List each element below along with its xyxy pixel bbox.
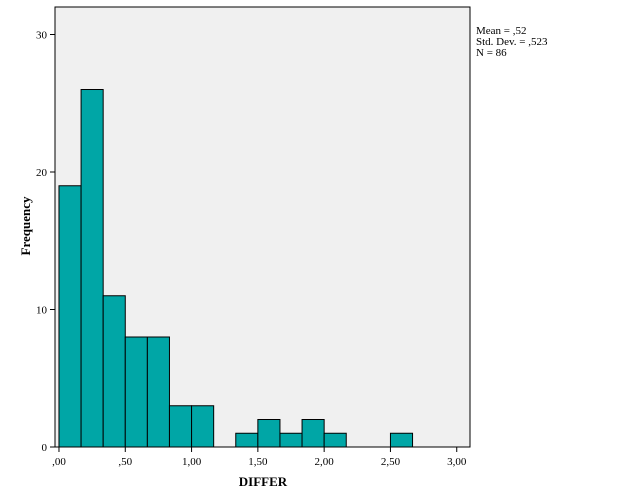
stat-std-dev: Std. Dev. = ,523 <box>476 36 548 48</box>
y-tick-label-3: 30 <box>36 30 48 42</box>
histogram-bar-2 <box>102 295 126 448</box>
stat-n: N = 86 <box>476 47 507 59</box>
histogram-bar-9 <box>257 419 281 448</box>
x-axis-title: DIFFER <box>239 474 288 489</box>
histogram-bar-5 <box>168 405 193 448</box>
x-tick-label-3: 1,50 <box>248 456 268 468</box>
histogram-bar-12 <box>323 432 347 448</box>
y-axis-title: Frequency <box>18 196 33 255</box>
histogram-bar-6 <box>191 405 215 448</box>
x-tick-label-6: 3,00 <box>447 456 467 468</box>
x-tick-label-2: 1,00 <box>182 456 202 468</box>
y-tick-label-0: 0 <box>42 442 48 454</box>
bars-group <box>58 89 414 448</box>
histogram-bar-0 <box>58 185 82 448</box>
histogram-bar-8 <box>235 432 259 448</box>
stat-mean: Mean = ,52 <box>476 25 527 37</box>
x-tick-label-4: 2,00 <box>315 456 335 468</box>
histogram-bar-10 <box>279 432 303 448</box>
x-tick-label-5: 2,50 <box>381 456 401 468</box>
axes-group: 0 10 20 30 ,00 ,50 1,00 1,50 2,00 2,50 3,00 <box>36 30 467 469</box>
summary-stats: Mean = ,52 Std. Dev. = ,523 N = 86 <box>476 25 548 59</box>
histogram-bar-11 <box>301 419 325 448</box>
y-tick-label-2: 20 <box>36 167 48 179</box>
histogram-bar-3 <box>124 336 148 448</box>
y-tick-label-1: 10 <box>36 305 48 317</box>
x-tick-label-1: ,50 <box>118 456 132 468</box>
x-tick-label-0: ,00 <box>52 456 66 468</box>
histogram-bar-15 <box>389 432 414 448</box>
histogram-bar-1 <box>80 89 104 448</box>
histogram-bar-4 <box>146 336 170 448</box>
